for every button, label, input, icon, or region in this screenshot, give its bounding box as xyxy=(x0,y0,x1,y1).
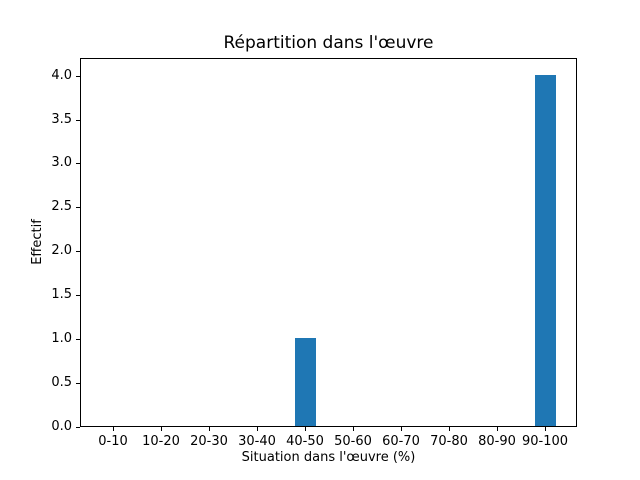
x-tick-mark xyxy=(545,427,546,431)
y-tick-mark xyxy=(76,339,80,340)
x-tick-label: 70-80 xyxy=(430,434,468,449)
y-tick-mark xyxy=(76,383,80,384)
y-tick-label: 0.5 xyxy=(51,375,72,390)
x-tick-label: 0-10 xyxy=(98,434,128,449)
y-tick-mark xyxy=(76,76,80,77)
x-tick-label: 80-90 xyxy=(478,434,516,449)
x-tick-mark xyxy=(449,427,450,431)
y-tick-mark xyxy=(76,251,80,252)
y-tick-label: 4.0 xyxy=(51,68,72,83)
x-tick-label: 90-100 xyxy=(521,434,569,449)
y-tick-mark xyxy=(76,427,80,428)
x-tick-label: 60-70 xyxy=(382,434,420,449)
y-tick-mark xyxy=(76,120,80,121)
x-tick-label: 30-40 xyxy=(238,434,276,449)
y-tick-label: 3.5 xyxy=(51,112,72,127)
x-tick-mark xyxy=(113,427,114,431)
x-tick-mark xyxy=(497,427,498,431)
bar-90-100 xyxy=(534,75,556,426)
x-tick-mark xyxy=(257,427,258,431)
x-tick-mark xyxy=(305,427,306,431)
y-tick-label: 1.0 xyxy=(51,331,72,346)
x-tick-mark xyxy=(353,427,354,431)
chart-title: Répartition dans l'œuvre xyxy=(223,33,434,53)
x-tick-label: 20-30 xyxy=(190,434,228,449)
x-axis-label: Situation dans l'œuvre (%) xyxy=(241,450,416,465)
bar-40-50 xyxy=(294,338,316,426)
x-tick-mark xyxy=(401,427,402,431)
y-axis-label: Effectif xyxy=(30,219,45,265)
x-tick-label: 50-60 xyxy=(334,434,372,449)
y-tick-label: 1.5 xyxy=(51,287,72,302)
y-tick-label: 0.0 xyxy=(51,419,72,434)
x-tick-mark xyxy=(161,427,162,431)
y-tick-mark xyxy=(76,295,80,296)
plot-area xyxy=(80,58,577,427)
x-tick-label: 40-50 xyxy=(286,434,324,449)
x-tick-label: 10-20 xyxy=(142,434,180,449)
y-tick-label: 3.0 xyxy=(51,155,72,170)
y-tick-label: 2.0 xyxy=(51,243,72,258)
y-tick-mark xyxy=(76,207,80,208)
y-tick-label: 2.5 xyxy=(51,199,72,214)
y-tick-mark xyxy=(76,163,80,164)
x-tick-mark xyxy=(209,427,210,431)
